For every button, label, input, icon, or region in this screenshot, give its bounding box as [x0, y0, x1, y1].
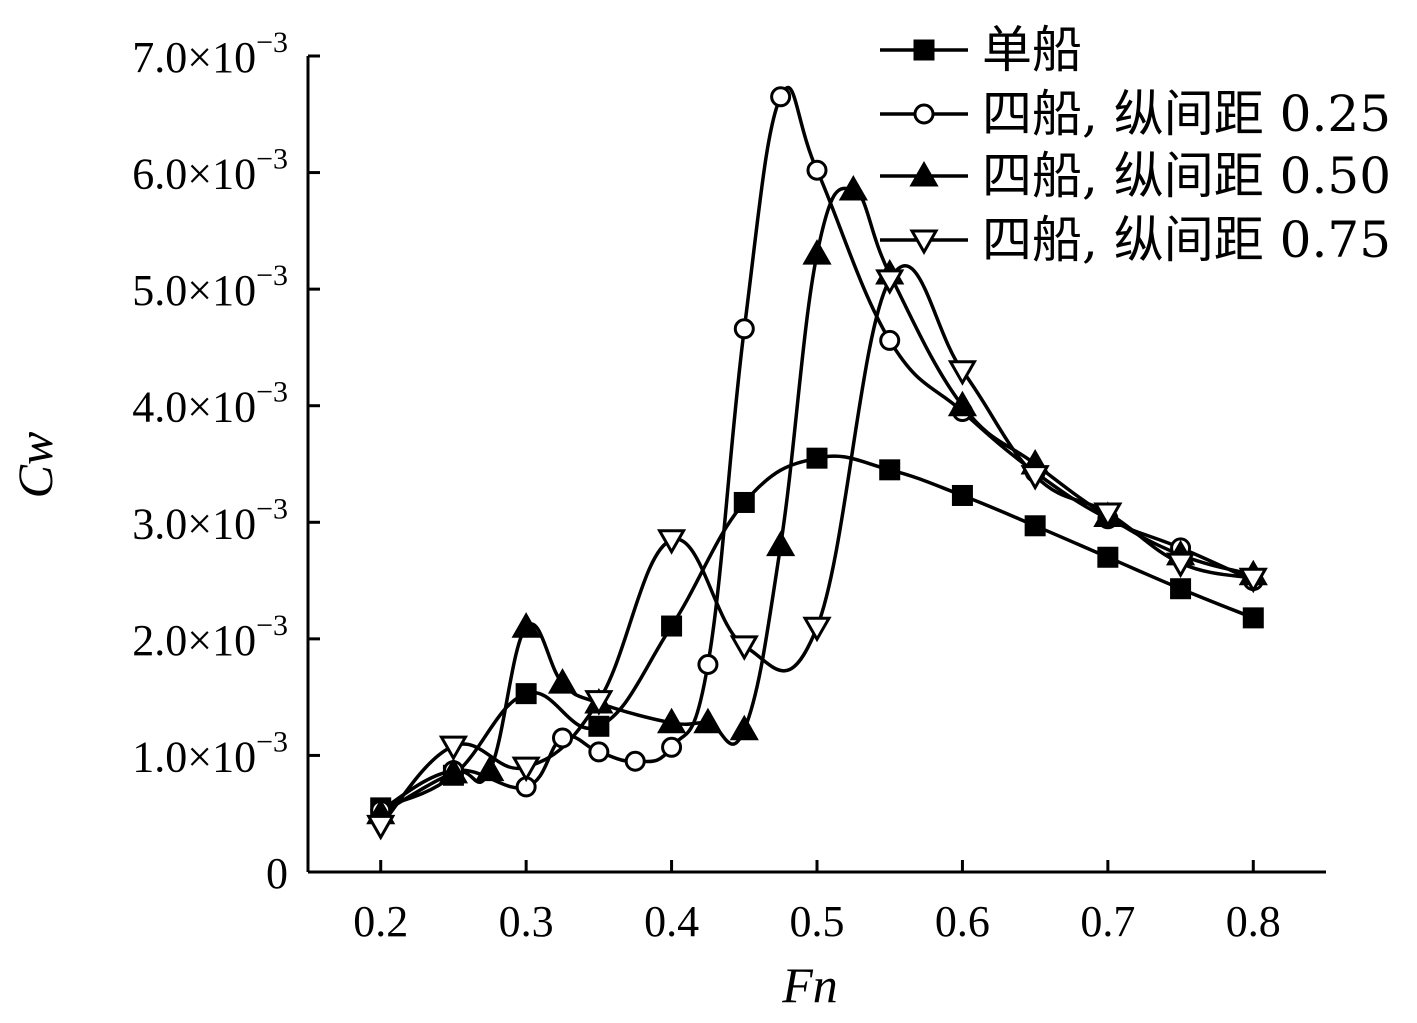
data-point — [511, 612, 541, 638]
data-point — [661, 736, 683, 758]
legend-marker — [913, 103, 935, 125]
data-point — [588, 741, 610, 763]
data-point — [656, 529, 687, 555]
data-point — [511, 756, 541, 783]
data-point — [366, 814, 396, 841]
data-point — [947, 390, 978, 417]
data-point — [1097, 546, 1119, 568]
data-point — [661, 615, 683, 637]
x-tick-label: 0.5 — [790, 897, 845, 946]
data-point — [438, 735, 469, 762]
data-point — [951, 484, 973, 506]
series-line-four-ships-spacing-075 — [379, 264, 1254, 827]
data-point — [1093, 502, 1123, 528]
data-point — [770, 86, 792, 108]
y-tick-exponent: −3 — [256, 259, 288, 292]
data-point — [547, 668, 578, 694]
data-point — [766, 530, 796, 557]
y-tick-label: 6.0×10−3 — [132, 143, 288, 199]
data-point — [1242, 607, 1264, 629]
data-point — [515, 683, 537, 705]
legend-label: 单船 — [982, 21, 1082, 79]
x-tick-label: 0.7 — [1080, 897, 1135, 946]
x-tick-label: 0.8 — [1226, 897, 1281, 946]
data-point — [879, 459, 901, 481]
y-tick-label: 2.0×10−3 — [132, 609, 288, 665]
legend-label: 四船, 纵间距 0.25 — [982, 85, 1391, 143]
data-point — [806, 159, 828, 181]
data-point — [656, 707, 687, 734]
y-tick-label: 0 — [266, 849, 288, 898]
x-tick-label: 0.6 — [935, 897, 990, 946]
y-tick-exponent: −3 — [256, 609, 288, 642]
legend-label: 四船, 纵间距 0.50 — [982, 147, 1391, 205]
series-points-single-ship — [370, 447, 1264, 819]
data-point — [552, 727, 573, 749]
y-axis-title: Cw — [7, 432, 63, 499]
data-point — [806, 447, 828, 469]
series-points-four-ships-spacing-075 — [366, 269, 1268, 841]
legend-entry-four-ships-spacing-050: 四船, 纵间距 0.50 — [880, 147, 1391, 205]
data-point — [1238, 567, 1268, 594]
series-markers — [366, 86, 1268, 841]
data-point — [693, 707, 723, 734]
data-point — [879, 329, 901, 351]
x-tick-label: 0.4 — [644, 897, 699, 946]
y-tick-exponent: −3 — [256, 725, 288, 758]
legend-entry-four-ships-spacing-075: 四船, 纵间距 0.75 — [880, 211, 1391, 269]
data-point — [475, 755, 505, 782]
data-point — [947, 360, 978, 386]
x-tick-label: 0.3 — [499, 897, 554, 946]
data-point — [588, 715, 610, 737]
series-line-four-ships-spacing-050 — [379, 186, 1254, 816]
data-point — [1165, 552, 1196, 579]
y-tick-label: 7.0×10−3 — [132, 26, 288, 82]
data-point — [1020, 465, 1050, 491]
data-point — [1170, 578, 1192, 600]
data-point — [802, 239, 832, 265]
y-tick-exponent: −3 — [256, 376, 288, 409]
y-tick-exponent: −3 — [256, 492, 288, 525]
y-tick-label: 5.0×10−3 — [132, 259, 288, 315]
legend-marker — [913, 39, 935, 61]
data-point — [697, 654, 719, 676]
legend-marker — [909, 160, 939, 187]
data-point — [733, 318, 755, 340]
y-tick-exponent: −3 — [256, 143, 288, 176]
x-tick-label: 0.2 — [353, 897, 408, 946]
data-point — [733, 491, 755, 513]
legend-entry-single-ship: 单船 — [880, 21, 1082, 79]
legend-label: 四船, 纵间距 0.75 — [982, 211, 1391, 269]
data-point — [438, 757, 469, 784]
data-point — [1024, 515, 1046, 537]
x-axis-title: Fn — [781, 957, 838, 1013]
legend-entry-four-ships-spacing-025: 四船, 纵间距 0.25 — [880, 85, 1391, 143]
y-tick-label: 3.0×10−3 — [132, 492, 288, 548]
data-point — [584, 690, 614, 716]
y-tick-exponent: −3 — [256, 26, 288, 59]
data-point — [729, 714, 759, 741]
data-point — [802, 616, 832, 643]
data-point — [838, 175, 868, 201]
data-point — [729, 635, 759, 661]
y-tick-label: 1.0×10−3 — [132, 725, 288, 781]
data-point — [875, 269, 905, 295]
data-point — [624, 750, 646, 772]
y-tick-label: 4.0×10−3 — [132, 376, 288, 432]
legend-marker — [909, 229, 939, 256]
